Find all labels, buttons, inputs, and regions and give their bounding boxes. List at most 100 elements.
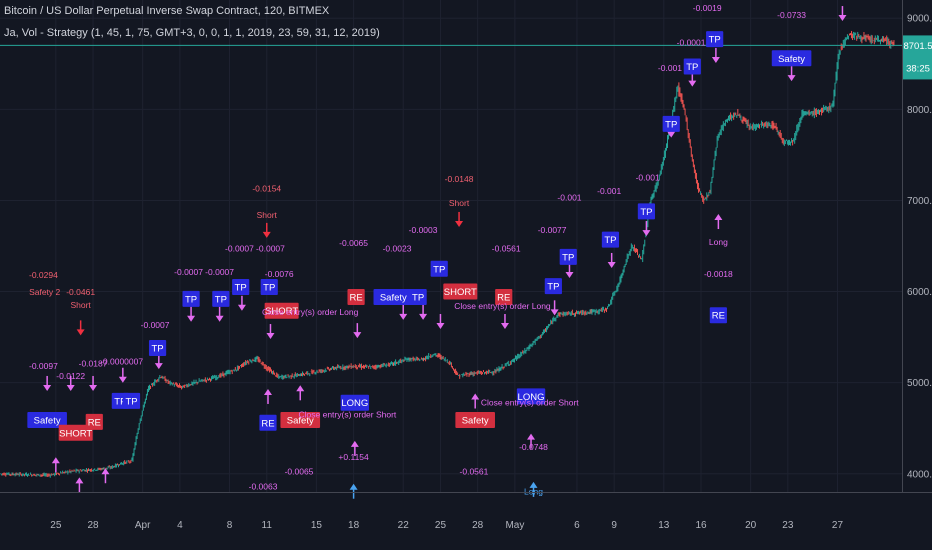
- trade-annotation: -0.001: [597, 186, 621, 196]
- signal-label-text: TP: [215, 294, 227, 305]
- arrow-down-icon: [787, 66, 796, 82]
- arrow-down-icon: [500, 314, 509, 329]
- signal-label[interactable]: TP: [409, 289, 427, 306]
- chart-header: Bitcoin / US Dollar Perpetual Inverse Sw…: [4, 4, 380, 40]
- trade-annotation: -0.001: [658, 63, 682, 73]
- arrow-up-icon: [263, 388, 272, 404]
- signal-label[interactable]: SHORT: [443, 283, 478, 300]
- svg-text:8701.5: 8701.5: [903, 41, 932, 52]
- signal-label[interactable]: TP: [601, 231, 620, 248]
- arrow-down-icon: [76, 320, 85, 336]
- signal-label[interactable]: TP: [430, 260, 448, 277]
- signal-label-text: TP: [709, 35, 721, 46]
- signal-label[interactable]: Safety: [771, 50, 812, 67]
- arrow-down-icon: [838, 6, 847, 22]
- y-tick-label: 5000.0: [907, 378, 932, 389]
- y-tick-label: 7000.0: [907, 196, 932, 207]
- signal-label[interactable]: TP: [212, 290, 230, 307]
- x-tick-label: 13: [658, 520, 670, 531]
- arrow-up-icon: [75, 477, 84, 493]
- signal-label[interactable]: TP: [232, 279, 250, 295]
- signal-label[interactable]: TP: [637, 203, 656, 220]
- x-tick-label: 18: [348, 520, 360, 531]
- x-tick-label: Apr: [135, 520, 151, 531]
- signal-label[interactable]: SHORT: [264, 302, 299, 319]
- signal-label[interactable]: Safety: [455, 412, 495, 429]
- signal-label[interactable]: LONG: [516, 388, 546, 405]
- arrow-up-icon: [714, 214, 723, 230]
- price-axis[interactable]: 9000.0 8000.0 7000.0 6000.0 5000.0 4000.0 8701…: [902, 0, 932, 550]
- signal-label-text: LONG: [518, 392, 545, 403]
- signal-arrows: [43, 6, 847, 499]
- signal-label-text: SHORT: [265, 306, 298, 317]
- signal-label[interactable]: TP: [706, 31, 724, 48]
- signal-label-text: RE: [712, 311, 725, 322]
- arrow-down-icon: [419, 304, 428, 320]
- signal-label[interactable]: Safety: [280, 412, 321, 429]
- arrow-down-icon: [43, 375, 52, 391]
- x-tick-label: 16: [695, 520, 707, 531]
- signal-label[interactable]: TP: [182, 290, 200, 307]
- trade-annotation: Close entry(s) order Short: [481, 397, 579, 407]
- x-tick-label: 25: [435, 520, 447, 531]
- arrow-down-icon: [187, 306, 196, 322]
- trade-annotation: -0.0294: [29, 270, 58, 280]
- symbol-title[interactable]: Bitcoin / US Dollar Perpetual Inverse Sw…: [4, 5, 330, 17]
- trade-annotation: -0.0122: [56, 371, 85, 381]
- signal-label-text: Safety: [462, 416, 489, 427]
- y-tick-label: 4000.0: [907, 469, 932, 480]
- signal-label[interactable]: RE: [85, 413, 103, 430]
- signal-label-text: Safety: [287, 416, 314, 427]
- signal-label-text: TP: [114, 396, 126, 407]
- signal-label[interactable]: SHORT: [58, 424, 93, 441]
- arrow-up-icon: [350, 440, 359, 456]
- signal-label[interactable]: Safety: [27, 412, 67, 429]
- signal-label[interactable]: Safety: [373, 289, 414, 306]
- arrow-down-icon: [711, 47, 720, 63]
- signal-label[interactable]: TP: [260, 279, 278, 295]
- y-tick-label: 6000.0: [907, 287, 932, 298]
- y-tick-label: 8000.0: [907, 105, 932, 116]
- arrow-down-icon: [215, 306, 224, 322]
- signal-label-text: TP: [412, 293, 424, 304]
- signal-label-text: TP: [263, 283, 275, 294]
- signal-label[interactable]: TP: [662, 115, 680, 132]
- time-axis[interactable]: 25 28 Apr 4 8 11 15 18 22 25 28 May 6 9 13 16 20 23 27: [0, 492, 932, 532]
- arrow-up-icon: [471, 393, 480, 409]
- signal-label[interactable]: TP: [544, 278, 562, 295]
- signal-label[interactable]: TP: [559, 248, 577, 265]
- arrow-down-icon: [266, 324, 275, 340]
- arrow-down-icon: [66, 375, 75, 391]
- trade-annotation: -0.0097: [29, 361, 58, 371]
- signal-label[interactable]: TP: [122, 392, 141, 409]
- signal-label[interactable]: TP: [683, 58, 701, 75]
- arrow-down-icon: [455, 211, 464, 227]
- arrow-down-icon: [262, 222, 271, 238]
- signal-label[interactable]: LONG: [340, 394, 370, 411]
- trade-annotation: -0.0748: [519, 442, 548, 452]
- signal-label[interactable]: RE: [495, 289, 513, 306]
- arrow-up-icon: [349, 483, 358, 499]
- trade-annotation: -0.001: [557, 192, 581, 202]
- indicator-legend[interactable]: Ja, Vol - Strategy (1, 45, 1, 75, GMT+3,…: [4, 27, 380, 39]
- signal-label-text: TP: [686, 62, 698, 73]
- signal-label[interactable]: RE: [347, 289, 365, 306]
- x-tick-label: 20: [745, 520, 757, 531]
- trade-annotation: Long: [524, 487, 543, 497]
- arrow-down-icon: [399, 304, 408, 320]
- trade-annotation: -0.0007: [174, 267, 203, 277]
- x-tick-label: 9: [611, 520, 617, 531]
- trade-annotation: Short: [70, 300, 91, 310]
- signal-label[interactable]: TP: [148, 340, 167, 357]
- trade-annotation: -0.0065: [285, 467, 314, 477]
- trade-annotation: -0.0023: [383, 243, 412, 253]
- signal-label[interactable]: RE: [259, 414, 277, 431]
- signal-label[interactable]: RE: [709, 307, 727, 324]
- signal-label-text: TP: [547, 282, 559, 293]
- trade-annotation: -0.0077: [538, 225, 567, 235]
- grid-lines: [0, 0, 902, 492]
- arrow-up-icon: [527, 433, 536, 449]
